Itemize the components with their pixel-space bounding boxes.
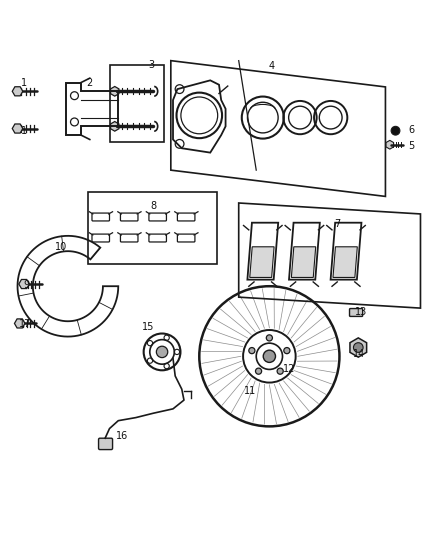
- FancyBboxPatch shape: [350, 309, 363, 317]
- Text: 17: 17: [19, 319, 32, 329]
- Circle shape: [353, 343, 363, 352]
- Text: 2: 2: [87, 77, 93, 87]
- Text: 14: 14: [353, 349, 365, 359]
- Circle shape: [391, 126, 400, 135]
- Circle shape: [284, 348, 290, 354]
- Polygon shape: [250, 247, 274, 278]
- Circle shape: [277, 368, 283, 374]
- Circle shape: [266, 335, 272, 341]
- Polygon shape: [333, 247, 357, 278]
- Text: 3: 3: [148, 60, 154, 70]
- Bar: [88, 192, 217, 264]
- Bar: [110, 65, 164, 142]
- Circle shape: [156, 346, 168, 358]
- Text: 1: 1: [21, 126, 27, 136]
- Text: 8: 8: [150, 201, 156, 211]
- Text: 4: 4: [268, 61, 275, 71]
- Text: 7: 7: [334, 219, 340, 229]
- Text: 6: 6: [409, 125, 415, 135]
- Circle shape: [249, 348, 255, 354]
- Circle shape: [263, 350, 276, 362]
- Text: 12: 12: [283, 365, 295, 374]
- Text: 5: 5: [409, 141, 415, 151]
- FancyBboxPatch shape: [99, 438, 113, 449]
- Text: 9: 9: [23, 280, 29, 290]
- Text: 1: 1: [21, 77, 27, 87]
- Text: 16: 16: [116, 431, 128, 441]
- Text: 13: 13: [355, 308, 367, 318]
- Text: 15: 15: [142, 322, 154, 332]
- Polygon shape: [291, 247, 316, 278]
- Text: 10: 10: [55, 242, 67, 252]
- Circle shape: [255, 368, 261, 374]
- Text: 11: 11: [244, 386, 256, 397]
